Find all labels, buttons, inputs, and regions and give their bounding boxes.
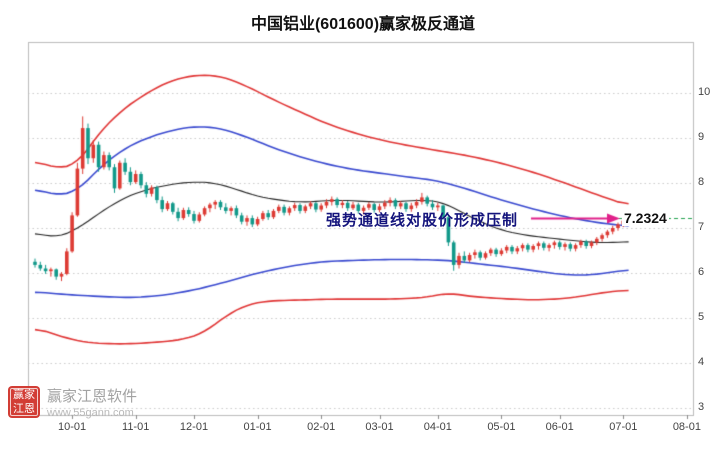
x-axis-label: 11-01 bbox=[122, 421, 150, 433]
watermark-url: www.55gann.com bbox=[47, 407, 134, 419]
annotation-text: 强势通道线对股价形成压制 bbox=[326, 211, 519, 229]
x-axis-label: 05-01 bbox=[487, 421, 516, 433]
y-axis-label: 3 bbox=[698, 401, 705, 413]
x-axis-label: 04-01 bbox=[423, 421, 452, 433]
watermark-name: 赢家江恩软件 bbox=[47, 388, 138, 405]
watermark-logo-icon: 赢家江恩 bbox=[8, 386, 40, 418]
watermark-logo-text: 赢家江恩 bbox=[13, 389, 35, 415]
y-axis-label: 8 bbox=[698, 176, 705, 188]
y-axis-label: 6 bbox=[698, 266, 705, 278]
y-axis-label: 5 bbox=[698, 311, 705, 323]
y-axis-label: 9 bbox=[698, 131, 705, 143]
x-axis-label: 08-01 bbox=[672, 421, 701, 433]
watermark-text: 赢家江恩软件 www.55gann.com bbox=[47, 385, 137, 419]
chart-title: 中国铝业(601600)赢家极反通道 bbox=[250, 16, 476, 33]
x-axis-label: 01-01 bbox=[243, 421, 272, 433]
x-axis-label: 06-01 bbox=[545, 421, 574, 433]
y-axis-label: 7 bbox=[698, 221, 705, 233]
x-axis-label: 03-01 bbox=[365, 421, 394, 433]
current-price-label: 7.2324 bbox=[622, 209, 669, 226]
x-axis-label: 02-01 bbox=[307, 421, 336, 433]
x-axis-label: 10-01 bbox=[58, 421, 87, 433]
x-axis-label: 07-01 bbox=[609, 421, 638, 433]
y-axis-label: 4 bbox=[698, 356, 705, 368]
watermark: 赢家江恩 赢家江恩软件 www.55gann.com bbox=[8, 385, 137, 419]
y-axis-label: 10 bbox=[698, 86, 711, 98]
x-axis-label: 12-01 bbox=[179, 421, 209, 433]
